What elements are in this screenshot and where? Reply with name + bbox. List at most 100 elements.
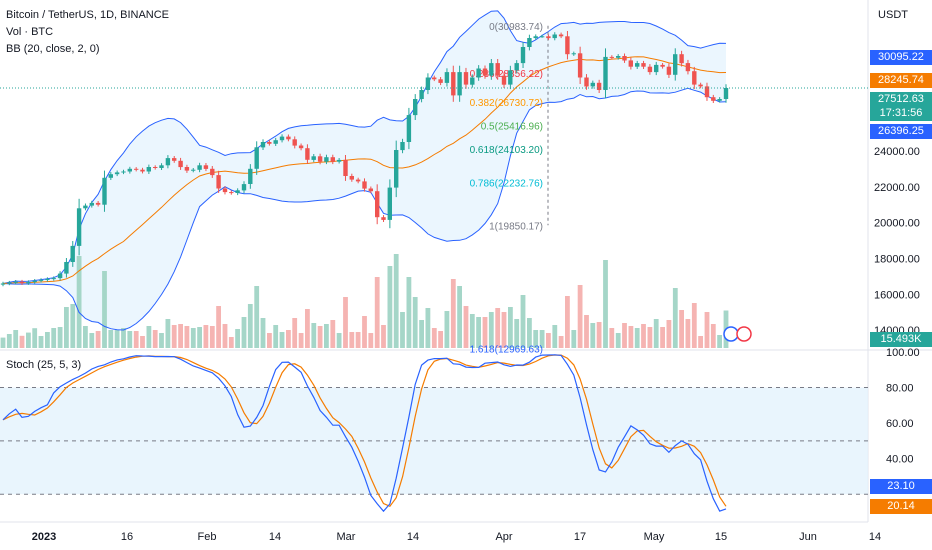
volume-bar: [653, 319, 659, 348]
volume-bar: [127, 331, 133, 348]
volume-bar: [286, 330, 291, 348]
candle-body: [19, 281, 25, 284]
fib-level-label: 0.618(24103.20): [470, 145, 543, 156]
candle-body: [241, 184, 247, 191]
volume-bar: [235, 329, 240, 348]
volume-legend[interactable]: Vol · BTC: [6, 26, 54, 38]
price-tick-label: 22000.00: [874, 182, 920, 194]
volume-bar: [596, 322, 602, 348]
candle-body: [235, 190, 240, 193]
candle-body: [501, 75, 507, 85]
currency-label: USDT: [878, 9, 908, 21]
price-tick-label: 18000.00: [874, 253, 920, 265]
time-tick-label: 15: [715, 531, 727, 543]
candle-body: [539, 36, 545, 38]
volume-bar: [488, 312, 494, 348]
time-tick-label: 16: [121, 531, 133, 543]
candle-body: [387, 187, 392, 220]
candle-body: [368, 188, 373, 192]
candle-body: [514, 63, 519, 71]
candle-body: [419, 90, 424, 99]
economic-event-icon: [723, 326, 739, 342]
volume-bar: [171, 325, 177, 348]
candle-body: [355, 179, 361, 182]
candle-body: [711, 97, 716, 101]
volume-bar: [355, 332, 361, 348]
volume-bar: [552, 325, 558, 348]
price-tick-label: 24000.00: [874, 146, 920, 158]
volume-bar: [51, 328, 57, 348]
volume-bar: [362, 316, 367, 348]
volume-bar: [609, 328, 615, 348]
volume-bar: [114, 330, 120, 348]
price-tick-label: 20000.00: [874, 218, 920, 230]
volume-bar: [571, 330, 577, 348]
volume-bar: [330, 320, 336, 348]
candle-body: [692, 71, 697, 85]
candle-body: [178, 160, 183, 168]
volume-bar: [634, 328, 640, 348]
fib-level-label: 0.382(26730.72): [470, 98, 543, 109]
volume-bar: [558, 336, 564, 348]
time-tick-label: May: [644, 531, 665, 543]
candle-body: [305, 148, 310, 160]
volume-bar: [495, 308, 501, 348]
candle-body: [584, 77, 589, 87]
volume-bar: [267, 333, 272, 348]
candle-body: [134, 168, 139, 170]
volume-bar: [704, 312, 710, 348]
volume-bar: [546, 333, 551, 348]
price-tick-label: 16000.00: [874, 289, 920, 301]
candle-body: [641, 63, 646, 67]
candle-body: [470, 77, 475, 85]
candle-body: [616, 56, 621, 58]
symbol-title[interactable]: Bitcoin / TetherUS, 1D, BINANCE: [6, 9, 170, 21]
candle-body: [552, 34, 557, 39]
candle-body: [571, 53, 576, 55]
volume-bar: [444, 311, 450, 348]
candle-body: [463, 72, 469, 85]
volume-bar: [26, 332, 31, 348]
candle-body: [381, 217, 386, 220]
candle-body: [596, 82, 602, 90]
volume-bar: [203, 325, 209, 348]
economic-event-icon: [736, 326, 752, 342]
candle-body: [565, 36, 570, 55]
candle-body: [654, 64, 659, 73]
price-tag-volume: 15.493K: [870, 332, 932, 347]
stochastic-legend[interactable]: Stoch (25, 5, 3): [6, 359, 82, 371]
stoch-d-line: [2, 354, 727, 508]
volume-bar: [710, 324, 716, 348]
volume-bar: [343, 297, 348, 348]
volume-bar: [476, 317, 481, 348]
volume-bar: [38, 336, 44, 348]
candle-body: [609, 56, 614, 58]
volume-bar: [628, 326, 634, 348]
candle-body: [121, 171, 126, 173]
candle-body: [57, 273, 63, 279]
volume-bar: [425, 308, 431, 348]
volume-bar: [13, 330, 19, 348]
volume-bar: [584, 315, 589, 348]
volume-bar: [381, 325, 386, 348]
candle-body: [172, 158, 177, 161]
candle-body: [286, 136, 291, 140]
volume-bar: [450, 279, 456, 348]
candle-body: [311, 156, 316, 160]
time-tick-label: 14: [869, 531, 881, 543]
bollinger-legend[interactable]: BB (20, close, 2, 0): [6, 43, 100, 55]
stoch-tick-label: 100.00: [886, 347, 920, 359]
candle-body: [451, 72, 456, 96]
candle-body: [95, 202, 101, 205]
bollinger-upper-line: [2, 10, 727, 284]
candle-body: [127, 168, 132, 172]
time-tick-label: Jun: [799, 531, 817, 543]
candle-body: [140, 169, 145, 172]
candle-body: [0, 283, 6, 285]
candle-body: [622, 56, 627, 61]
stoch-k-line: [2, 354, 727, 513]
fib-level-label: 0.236(28356.22): [470, 69, 543, 80]
price-tag-last: 27512.63: [870, 92, 932, 107]
candle-body: [279, 136, 285, 141]
